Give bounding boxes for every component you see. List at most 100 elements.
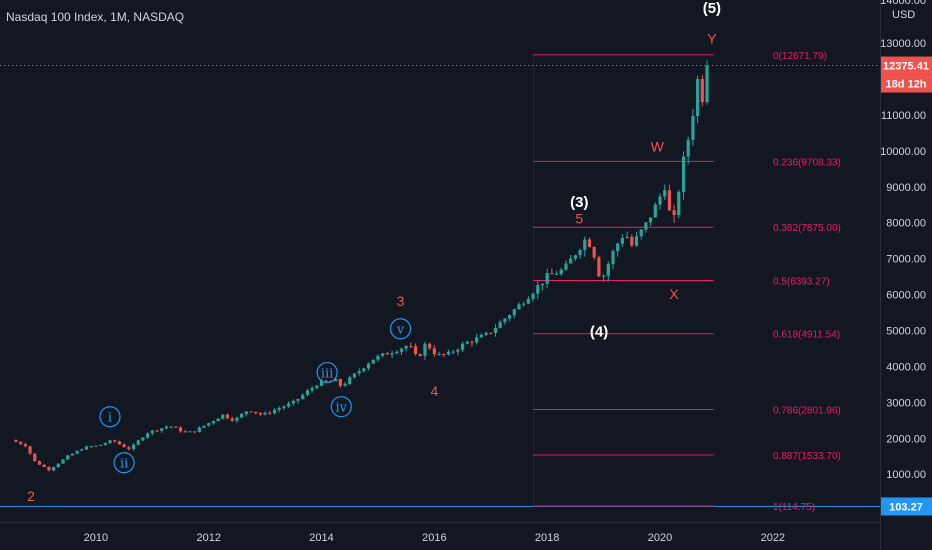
candle-body	[404, 346, 408, 349]
wave-label: X	[669, 286, 679, 302]
candle-body	[42, 464, 46, 467]
candle-body	[677, 191, 681, 216]
candle-body	[230, 418, 234, 421]
candle-body	[272, 409, 277, 414]
wave-label-circle	[389, 318, 412, 340]
wave-label: 5	[575, 210, 583, 226]
candle-body	[113, 440, 117, 442]
candle-body	[216, 418, 220, 422]
candle-body	[37, 461, 42, 465]
candle-body	[517, 304, 521, 310]
candle-body	[512, 309, 516, 316]
candle-body	[526, 298, 530, 304]
fib-level-label: 0.786(2801.96)	[773, 405, 841, 416]
candle-body	[56, 463, 60, 468]
price-tick-label: 1000.00	[886, 469, 926, 481]
candle-body	[301, 394, 305, 399]
candle-body	[33, 453, 37, 462]
fib-level-label: 0.236(9708.33)	[773, 157, 841, 168]
candle-body	[103, 443, 107, 445]
candle-body	[569, 258, 573, 264]
candle-body	[663, 190, 667, 197]
candle-body	[315, 385, 319, 388]
candle-body	[667, 190, 672, 211]
candle-body	[498, 322, 502, 328]
price-tick-label: 9000.00	[886, 182, 926, 194]
candle-body	[418, 354, 422, 356]
candle-body	[61, 459, 65, 464]
candle-body	[648, 217, 653, 223]
candle-body	[437, 354, 441, 356]
wave-label: iii	[321, 367, 333, 382]
candle-body	[221, 414, 225, 419]
candle-body	[352, 373, 357, 378]
currency-label: USD	[892, 9, 916, 21]
candle-body	[681, 156, 686, 192]
candle-body	[700, 79, 704, 103]
wave-label-circle	[316, 361, 338, 384]
candle-body	[127, 447, 131, 450]
candle-body	[658, 196, 662, 205]
candle-body	[493, 327, 498, 333]
candle-body	[268, 412, 272, 414]
candle-body	[446, 351, 451, 355]
candle-body	[559, 269, 563, 274]
candle-body	[277, 408, 281, 410]
candle-body	[611, 251, 615, 265]
candle-body	[319, 380, 324, 386]
candle-body	[80, 449, 84, 451]
candle-body	[475, 337, 479, 343]
price-tick-label: 6000.00	[886, 290, 926, 302]
price-tick-label: 3000.00	[886, 397, 926, 409]
candle-body	[348, 377, 352, 384]
candle-body	[334, 379, 338, 382]
time-tick-label: 2014	[309, 532, 333, 544]
candle-body	[296, 398, 300, 401]
candle-body	[141, 437, 145, 441]
last-price-value: 12375.41	[883, 61, 929, 73]
fib-level-label: 0(12671.79)	[773, 51, 827, 62]
candle-body	[254, 411, 258, 414]
candle-body	[620, 237, 624, 244]
candle-body	[634, 236, 639, 246]
candle-body	[625, 236, 629, 238]
wave-label: 2	[27, 488, 35, 504]
candle-body	[19, 441, 23, 445]
candle-body	[310, 387, 314, 391]
wave-label: (3)	[570, 194, 588, 211]
candle-body	[413, 346, 418, 355]
candle-body	[554, 273, 559, 275]
candle-body	[305, 390, 310, 395]
time-tick-label: 2022	[761, 532, 785, 544]
candle-body	[550, 273, 554, 275]
time-tick-label: 2016	[422, 532, 446, 544]
candle-body	[263, 412, 267, 415]
candle-body	[160, 428, 164, 431]
price-tick-label: 10000.00	[880, 146, 926, 158]
candle-body	[592, 246, 596, 258]
candle-body	[395, 351, 399, 354]
time-tick-label: 2012	[196, 532, 220, 544]
candle-body	[164, 426, 169, 429]
candle-body	[522, 303, 526, 305]
candle-body	[672, 210, 676, 216]
candle-body	[244, 411, 248, 414]
candle-body	[178, 427, 183, 432]
candle-body	[343, 383, 347, 386]
candle-body	[653, 204, 657, 218]
candle-body	[428, 343, 432, 349]
candle-body	[14, 440, 18, 442]
candle-body	[207, 423, 211, 426]
fib-level-label: 0.382(7875.00)	[773, 223, 841, 234]
baseline-badge	[881, 497, 932, 516]
candle-body	[258, 413, 263, 415]
candle-body	[51, 467, 56, 471]
wave-label: v	[396, 323, 405, 338]
price-tick-label: 7000.00	[886, 254, 926, 266]
candle-body	[131, 444, 136, 450]
candle-body	[357, 371, 361, 374]
price-tick-label: 8000.00	[886, 218, 926, 230]
last-price-badge	[881, 56, 932, 75]
candle-body	[197, 427, 201, 433]
